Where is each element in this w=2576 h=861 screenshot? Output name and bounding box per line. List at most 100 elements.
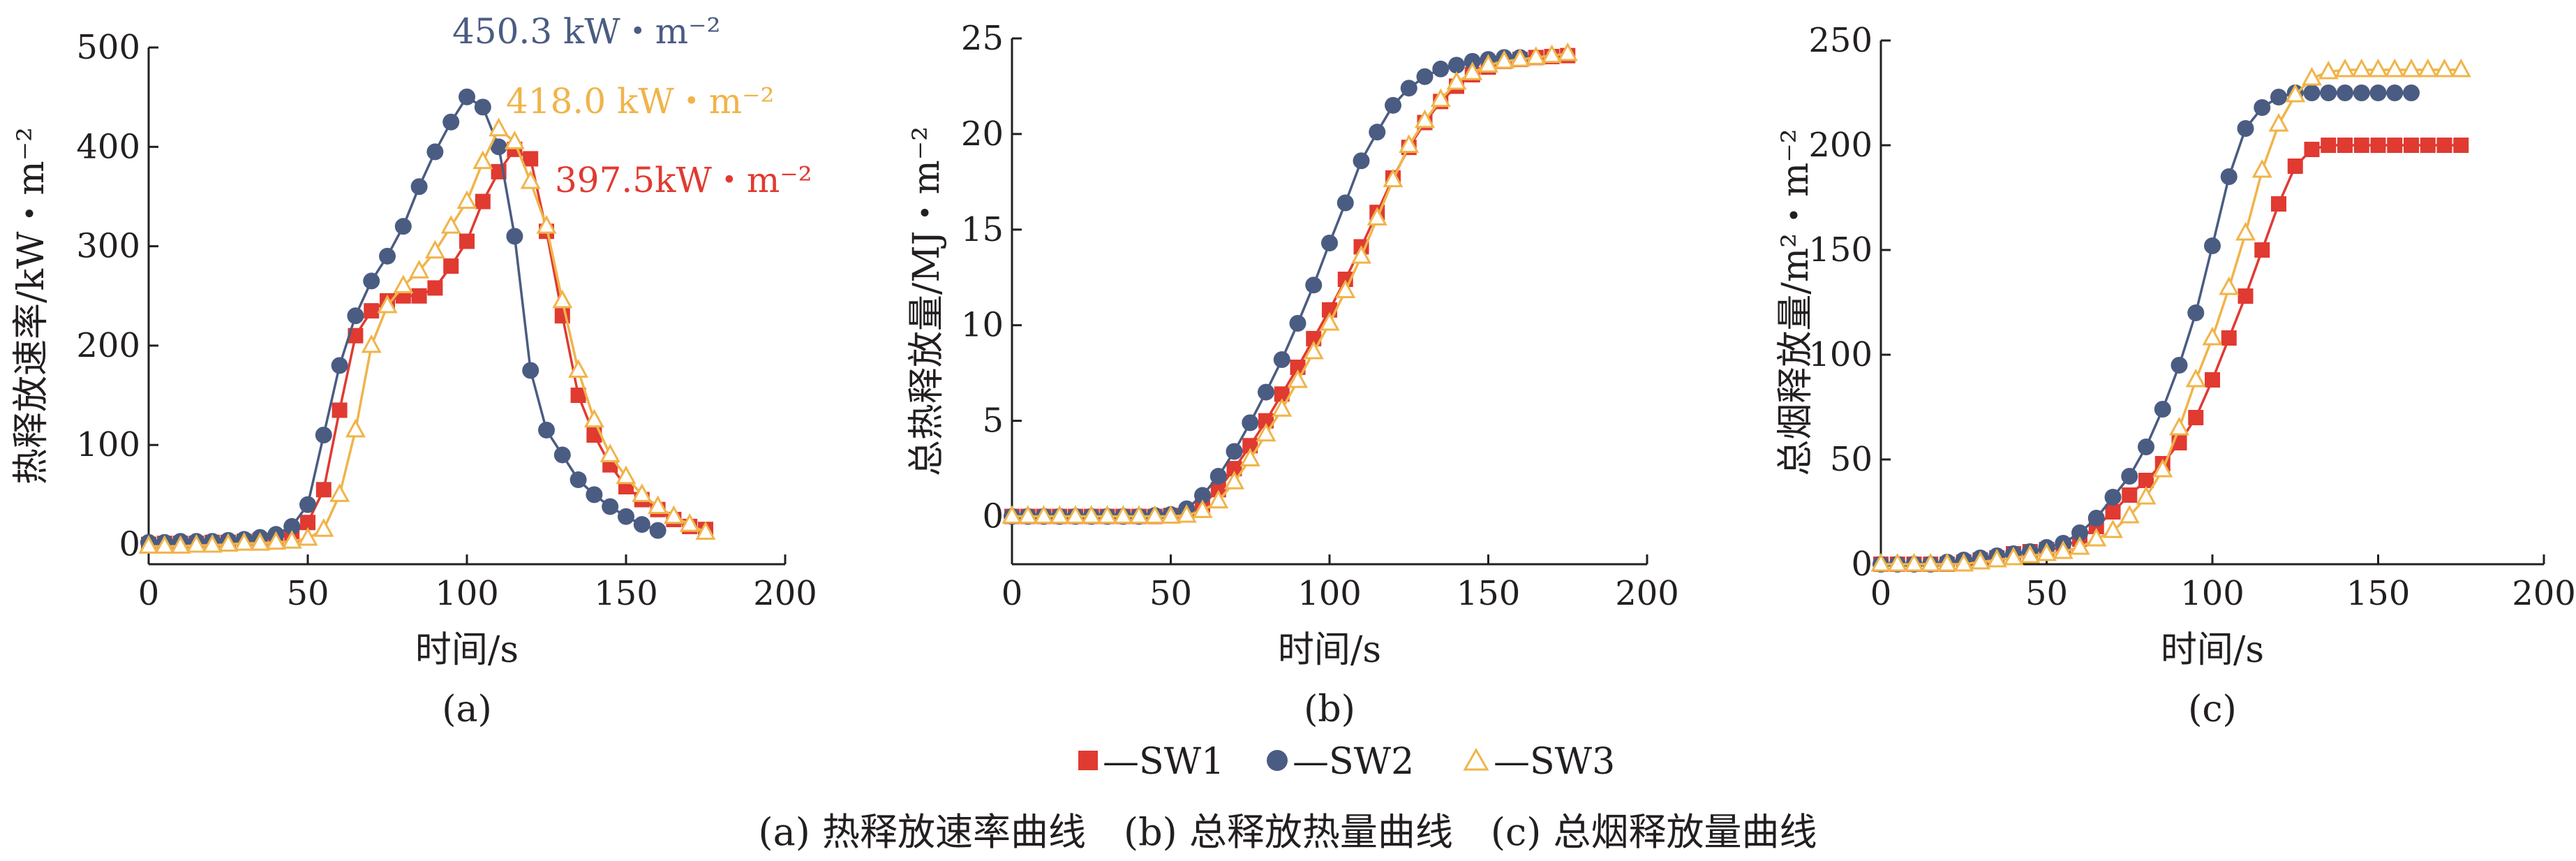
data-point-sw2 [2220, 168, 2238, 185]
data-point-sw3 [361, 334, 382, 353]
data-point-sw3 [1477, 54, 1499, 73]
data-point-sw2 [602, 498, 619, 515]
data-point-sw2 [553, 446, 571, 464]
data-point-sw2 [2187, 304, 2205, 321]
data-point-sw1 [2404, 138, 2419, 153]
data-point-sw1 [2238, 288, 2254, 304]
data-point-sw3 [632, 483, 653, 502]
x-tick-label: 200 [2512, 574, 2576, 613]
x-axis-label: 时间/s [415, 629, 519, 671]
data-point-sw3 [2335, 58, 2355, 78]
data-point-sw3 [1526, 46, 1547, 65]
data-point-sw3 [2384, 58, 2405, 78]
x-tick-label: 100 [435, 574, 499, 613]
data-point-sw3 [1335, 279, 1356, 298]
data-point-sw3 [2285, 83, 2306, 103]
x-axis-label: 时间/s [1278, 629, 1381, 671]
data-point-sw2 [1337, 194, 1354, 212]
data-point-sw3 [250, 531, 271, 551]
legend-label-sw2: —SW2 [1293, 741, 1414, 783]
data-point-sw3 [1920, 552, 1941, 572]
data-point-sw3 [1367, 207, 1387, 226]
data-point-sw3 [265, 531, 286, 550]
data-point-sw2 [394, 218, 412, 235]
series-line-sw1 [1012, 54, 1568, 518]
data-point-sw2 [2403, 84, 2420, 101]
data-point-sw3 [2418, 58, 2439, 78]
data-point-sw3 [1557, 42, 1578, 61]
data-point-sw3 [186, 533, 207, 553]
y-tick-label: 25 [961, 19, 1004, 58]
y-tick-label: 20 [961, 115, 1004, 154]
series-line-sw3 [1012, 52, 1568, 518]
data-point-sw2 [2386, 84, 2404, 101]
data-point-sw3 [1049, 505, 1070, 524]
data-point-sw3 [1192, 499, 1213, 518]
data-point-sw2 [1226, 443, 1243, 460]
data-point-sw1 [364, 303, 380, 319]
data-point-sw3 [1319, 311, 1340, 331]
data-point-sw2 [490, 138, 507, 156]
data-point-sw2 [426, 143, 444, 161]
data-point-sw2 [2204, 237, 2221, 254]
x-tick-label: 0 [1002, 574, 1023, 613]
data-point-sw3 [2053, 540, 2074, 559]
y-tick-label: 0 [982, 497, 1004, 536]
y-tick-label: 250 [1808, 21, 1873, 60]
data-point-sw3 [1018, 505, 1038, 524]
y-axis-label: 热释放速率/kW・m⁻² [10, 127, 52, 485]
data-point-sw2 [299, 496, 316, 513]
legend-label-sw1: —SW1 [1103, 741, 1224, 783]
x-tick-label: 50 [286, 574, 329, 613]
data-point-sw2 [283, 517, 301, 535]
data-point-sw1 [1258, 413, 1274, 429]
data-point-sw1 [570, 388, 586, 404]
data-point-sw3 [1239, 448, 1260, 466]
data-point-sw3 [1033, 505, 1055, 524]
data-point-sw3 [695, 521, 716, 540]
data-point-sw2 [347, 307, 364, 325]
data-point-sw1 [2353, 138, 2369, 153]
figure-caption: (a) 热释放速率曲线 (b) 总释放热量曲线 (c) 总烟释放量曲线 [759, 810, 1817, 854]
data-point-sw1 [332, 402, 348, 418]
data-point-sw3 [1303, 340, 1324, 360]
data-point-sw1 [411, 288, 427, 304]
y-tick-label: 100 [76, 425, 140, 464]
y-tick-label: 500 [76, 28, 140, 67]
peak-annotation-sw3: 418.0 kW・m⁻² [506, 81, 775, 122]
data-point-sw1 [2221, 330, 2237, 346]
chart-total-heat-release: 0 50 100 150 200 0 5 10 15 20 25 时间/s (b) 总热释放量/MJ・m⁻… [906, 19, 1679, 730]
x-tick-label: 100 [1297, 574, 1362, 613]
data-point-sw3 [2036, 542, 2057, 561]
y-tick-label: 5 [982, 402, 1004, 441]
data-point-sw1 [2370, 138, 2386, 153]
data-point-sw3 [234, 531, 255, 551]
data-point-sw3 [648, 495, 669, 514]
y-tick-label: 200 [1808, 126, 1873, 165]
data-point-sw2 [2237, 120, 2254, 137]
data-point-sw2 [363, 272, 380, 290]
y-tick-label: 0 [119, 525, 140, 564]
data-point-sw2 [2138, 439, 2154, 455]
legend-marker-sw1 [1078, 751, 1098, 770]
y-tick-label: 100 [1808, 335, 1873, 374]
data-point-sw2 [522, 362, 539, 379]
data-point-sw1 [1242, 438, 1258, 454]
y-tick-label: 300 [76, 227, 140, 266]
data-point-sw3 [2102, 519, 2124, 538]
data-point-sw3 [2003, 546, 2024, 566]
data-point-sw2 [1273, 351, 1290, 369]
data-point-sw3 [1129, 505, 1149, 524]
data-point-sw1 [2304, 142, 2320, 157]
data-point-sw1 [2205, 372, 2220, 388]
data-point-sw3 [2152, 458, 2173, 478]
data-point-sw3 [552, 289, 573, 309]
data-point-sw3 [2168, 416, 2190, 436]
data-point-sw3 [424, 240, 445, 259]
data-point-sw3 [472, 150, 493, 170]
data-point-sw2 [1258, 383, 1274, 401]
data-point-sw3 [1256, 422, 1276, 442]
data-point-sw2 [649, 522, 667, 539]
data-point-sw3 [2020, 544, 2041, 564]
